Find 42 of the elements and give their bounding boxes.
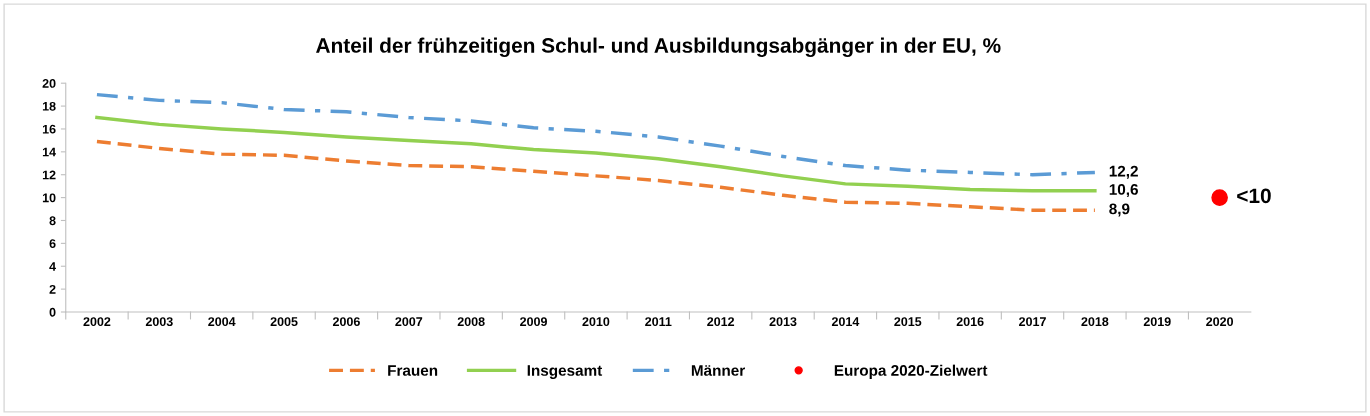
x-tick-label: 2019 (1143, 317, 1171, 327)
x-tick-label: 2002 (83, 317, 111, 327)
y-tick-label: 10 (42, 193, 56, 203)
y-tick-label: 0 (49, 307, 56, 317)
line-series (95, 139, 1097, 212)
line-series (95, 115, 1097, 193)
x-tick-label: 2005 (270, 317, 298, 327)
y-tick-label: 12 (42, 170, 56, 180)
x-tick-label: 2003 (145, 317, 173, 327)
x-tick-label: 2006 (332, 317, 360, 327)
line-series (95, 92, 1097, 177)
x-tick-label: 2016 (956, 317, 984, 327)
x-tick-label: 2012 (707, 317, 735, 327)
x-tick-label: 2011 (645, 317, 672, 327)
legend-label: Männer (691, 365, 745, 376)
x-tick-label: 2014 (831, 317, 860, 327)
x-tick-label: 2020 (1206, 317, 1234, 327)
legend-label: Frauen (388, 365, 438, 376)
data-label: <10 (1237, 188, 1271, 204)
y-tick-label: 18 (42, 101, 56, 111)
legend-label: Insgesamt (527, 365, 603, 379)
x-tick-label: 2008 (457, 317, 485, 327)
y-tick-label: 16 (42, 124, 56, 134)
data-label: 12,2 (1109, 165, 1138, 179)
y-tick-label: 8 (49, 216, 56, 226)
data-label: 8,9 (1109, 203, 1130, 217)
y-tick-label: 6 (49, 239, 56, 249)
x-tick-label: 2017 (1019, 317, 1046, 327)
y-tick-label: 2 (49, 284, 56, 294)
y-tick-label: 20 (42, 79, 56, 88)
y-tick-label: 4 (49, 262, 56, 271)
x-tick-label: 2007 (395, 317, 423, 327)
x-tick-label: 2018 (1081, 317, 1109, 327)
legend-label: Europa 2020-Zielwert (834, 364, 988, 379)
x-tick-label: 2010 (582, 317, 610, 327)
x-tick-label: 2013 (769, 317, 797, 327)
y-tick-label: 14 (42, 147, 56, 157)
chart-title: Anteil der frühzeitigen Schul- und Ausbildungsabgänger in der EU, % (316, 37, 1001, 58)
x-tick-label: 2015 (894, 317, 922, 327)
data-label: 10,6 (1109, 184, 1138, 198)
x-tick-label: 2004 (208, 317, 236, 327)
x-tick-label: 2009 (520, 317, 547, 327)
